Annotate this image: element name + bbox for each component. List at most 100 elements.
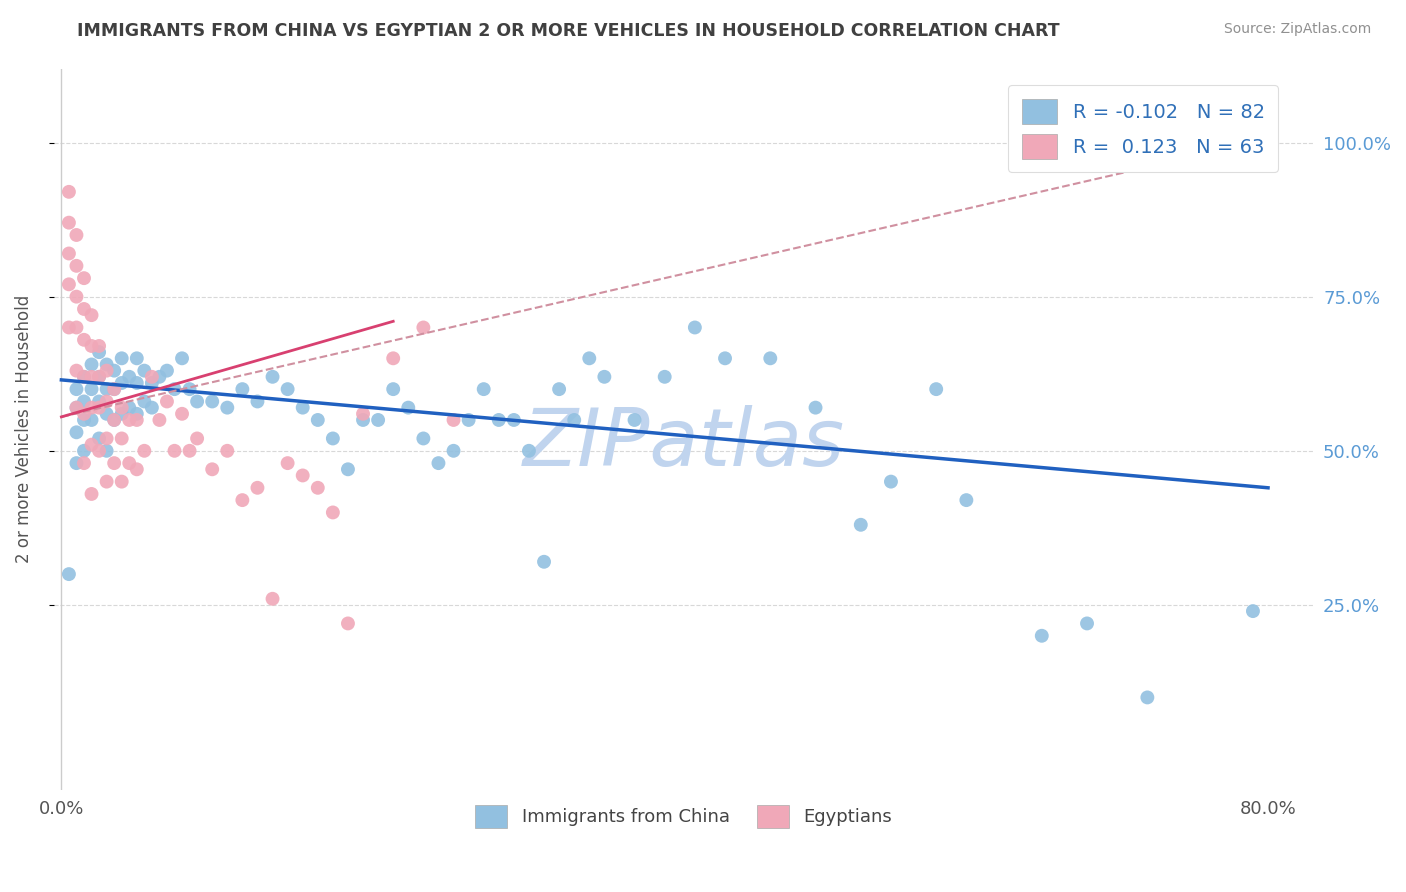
Point (96, 382, 118, 396)
Point (87, 443, 110, 458)
Point (58, 277, 80, 292)
Point (186, 394, 208, 409)
Point (65, 401, 87, 415)
Point (714, 351, 737, 366)
Point (73, 413, 96, 427)
Point (103, 456, 125, 470)
Point (73, 369, 96, 384)
Point (96, 407, 118, 421)
Point (548, 382, 571, 396)
Point (87, 432, 110, 446)
Point (80, 308, 103, 322)
Point (80, 339, 103, 353)
Point (73, 333, 96, 347)
Point (262, 591, 284, 606)
Point (96, 432, 118, 446)
Point (322, 506, 344, 520)
Point (118, 413, 141, 427)
Point (336, 462, 359, 476)
Point (80, 369, 103, 384)
Point (80, 413, 103, 427)
Point (170, 351, 193, 366)
Point (58, 567, 80, 582)
Point (87, 369, 110, 384)
Point (111, 475, 134, 489)
Point (179, 382, 201, 396)
Point (103, 364, 125, 378)
Legend: Immigrants from China, Egyptians: Immigrants from China, Egyptians (467, 797, 900, 835)
Point (156, 394, 179, 409)
Point (1136, 690, 1159, 705)
Point (277, 382, 299, 396)
Point (58, 320, 80, 334)
Point (593, 369, 616, 384)
Point (103, 382, 125, 396)
Point (96, 443, 118, 458)
Point (217, 401, 239, 415)
Point (443, 413, 465, 427)
Point (201, 394, 224, 409)
Point (880, 475, 903, 489)
Point (118, 456, 141, 470)
Point (352, 413, 374, 427)
Point (502, 413, 524, 427)
Point (382, 382, 405, 396)
Point (111, 407, 134, 421)
Point (80, 487, 103, 501)
Point (231, 493, 253, 508)
Point (103, 382, 125, 396)
Point (87, 401, 110, 415)
Point (427, 456, 450, 470)
Point (73, 301, 96, 316)
Point (87, 345, 110, 359)
Point (125, 351, 148, 366)
Point (141, 369, 163, 384)
Point (322, 432, 344, 446)
Y-axis label: 2 or more Vehicles in Household: 2 or more Vehicles in Household (15, 295, 32, 564)
Point (58, 216, 80, 230)
Point (291, 401, 314, 415)
Point (65, 456, 87, 470)
Point (1076, 616, 1098, 631)
Point (80, 382, 103, 396)
Point (103, 413, 125, 427)
Point (412, 432, 434, 446)
Point (111, 376, 134, 390)
Point (277, 456, 299, 470)
Point (87, 339, 110, 353)
Point (65, 320, 87, 334)
Point (396, 401, 419, 415)
Point (654, 369, 676, 384)
Point (352, 407, 374, 421)
Point (73, 407, 96, 421)
Point (65, 401, 87, 415)
Point (65, 364, 87, 378)
Point (87, 394, 110, 409)
Point (148, 413, 170, 427)
Point (118, 369, 141, 384)
Point (217, 443, 239, 458)
Point (80, 358, 103, 372)
Point (65, 382, 87, 396)
Point (186, 432, 208, 446)
Text: IMMIGRANTS FROM CHINA VS EGYPTIAN 2 OR MORE VEHICLES IN HOUSEHOLD CORRELATION CH: IMMIGRANTS FROM CHINA VS EGYPTIAN 2 OR M… (77, 22, 1060, 40)
Point (412, 320, 434, 334)
Point (291, 468, 314, 483)
Point (246, 394, 269, 409)
Point (231, 382, 253, 396)
Point (73, 369, 96, 384)
Point (367, 413, 389, 427)
Point (125, 407, 148, 421)
Point (96, 475, 118, 489)
Point (562, 413, 585, 427)
Point (201, 462, 224, 476)
Point (163, 382, 186, 396)
Point (58, 185, 80, 199)
Point (517, 443, 540, 458)
Point (307, 481, 329, 495)
Point (58, 246, 80, 260)
Point (578, 351, 600, 366)
Point (111, 432, 134, 446)
Point (73, 456, 96, 470)
Point (849, 517, 872, 532)
